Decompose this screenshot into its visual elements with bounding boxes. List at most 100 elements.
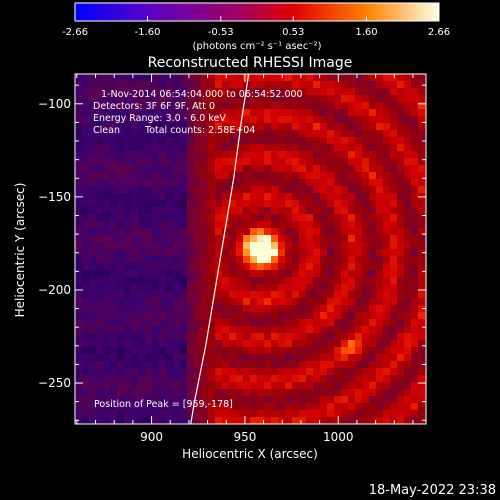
heatmap-pixel <box>257 221 265 229</box>
heatmap-pixel <box>404 193 412 201</box>
heatmap-pixel <box>418 270 426 278</box>
heatmap-pixel <box>264 361 272 369</box>
heatmap-pixel <box>222 130 230 138</box>
heatmap-pixel <box>306 368 314 376</box>
heatmap-pixel <box>173 249 181 257</box>
heatmap-pixel <box>250 207 258 215</box>
heatmap-pixel <box>257 326 265 334</box>
heatmap-pixel <box>348 389 356 397</box>
heatmap-pixel <box>369 228 377 236</box>
heatmap-pixel <box>418 368 426 376</box>
heatmap-pixel <box>257 389 265 397</box>
heatmap-pixel <box>271 158 279 166</box>
heatmap-pixel <box>110 298 118 306</box>
heatmap-pixel <box>159 333 167 341</box>
heatmap-pixel <box>264 347 272 355</box>
heatmap-pixel <box>96 144 104 152</box>
heatmap-pixel <box>103 235 111 243</box>
heatmap-pixel <box>306 263 314 271</box>
heatmap-pixel <box>145 179 153 187</box>
heatmap-pixel <box>278 410 286 418</box>
heatmap-pixel <box>117 417 125 424</box>
heatmap-pixel <box>96 193 104 201</box>
heatmap-pixel <box>418 389 426 397</box>
heatmap-pixel <box>362 109 370 117</box>
heatmap-pixel <box>145 347 153 355</box>
heatmap-pixel <box>173 165 181 173</box>
heatmap-pixel <box>355 298 363 306</box>
heatmap-pixel <box>215 319 223 327</box>
heatmap-pixel <box>75 284 83 292</box>
heatmap-pixel <box>299 228 307 236</box>
heatmap-pixel <box>229 151 237 159</box>
heatmap-pixel <box>264 326 272 334</box>
heatmap-pixel <box>411 81 419 89</box>
heatmap-pixel <box>376 186 384 194</box>
heatmap-pixel <box>229 172 237 180</box>
heatmap-pixel <box>306 375 314 383</box>
heatmap-pixel <box>264 375 272 383</box>
heatmap-pixel <box>299 277 307 285</box>
heatmap-pixel <box>418 130 426 138</box>
heatmap-pixel <box>236 319 244 327</box>
heatmap-pixel <box>131 242 139 250</box>
heatmap-pixel <box>250 172 258 180</box>
heatmap-pixel <box>320 305 328 313</box>
heatmap-pixel <box>313 403 321 411</box>
heatmap-pixel <box>222 102 230 110</box>
heatmap-pixel <box>362 193 370 201</box>
heatmap-pixel <box>117 396 125 404</box>
heatmap-pixel <box>278 235 286 243</box>
heatmap-pixel <box>355 410 363 418</box>
heatmap-pixel <box>264 179 272 187</box>
heatmap-pixel <box>299 109 307 117</box>
heatmap-pixel <box>313 284 321 292</box>
heatmap-pixel <box>96 214 104 222</box>
heatmap-pixel <box>103 186 111 194</box>
heatmap-pixel <box>278 361 286 369</box>
heatmap-pixel <box>194 368 202 376</box>
heatmap-pixel <box>138 389 146 397</box>
heatmap-pixel <box>75 95 83 103</box>
heatmap-pixel <box>187 319 195 327</box>
heatmap-pixel <box>75 270 83 278</box>
heatmap-pixel <box>82 130 90 138</box>
heatmap-pixel <box>187 284 195 292</box>
heatmap-pixel <box>411 228 419 236</box>
heatmap-pixel <box>96 340 104 348</box>
heatmap-pixel <box>103 396 111 404</box>
heatmap-pixel <box>152 298 160 306</box>
heatmap-pixel <box>257 88 265 96</box>
heatmap-pixel <box>222 410 230 418</box>
heatmap-pixel <box>397 151 405 159</box>
heatmap-pixel <box>110 116 118 124</box>
heatmap-pixel <box>362 277 370 285</box>
heatmap-pixel <box>292 417 300 424</box>
heatmap-pixel <box>180 354 188 362</box>
heatmap-pixel <box>173 312 181 320</box>
heatmap-pixel <box>243 389 251 397</box>
heatmap-pixel <box>376 417 384 424</box>
heatmap-pixel <box>145 263 153 271</box>
heatmap-pixel <box>376 340 384 348</box>
heatmap-pixel <box>208 137 216 145</box>
heatmap-pixel <box>194 109 202 117</box>
heatmap-pixel <box>110 403 118 411</box>
heatmap-pixel <box>285 172 293 180</box>
heatmap-pixel <box>278 116 286 124</box>
heatmap-pixel <box>159 410 167 418</box>
heatmap-pixel <box>355 284 363 292</box>
heatmap-pixel <box>103 116 111 124</box>
heatmap-pixel <box>376 221 384 229</box>
heatmap-pixel <box>138 375 146 383</box>
heatmap-pixel <box>194 354 202 362</box>
heatmap-pixel <box>138 284 146 292</box>
heatmap-pixel <box>355 340 363 348</box>
heatmap-pixel <box>404 354 412 362</box>
heatmap-pixel <box>285 375 293 383</box>
heatmap-pixel <box>278 340 286 348</box>
heatmap-pixel <box>376 382 384 390</box>
heatmap-pixel <box>229 312 237 320</box>
heatmap-pixel <box>271 137 279 145</box>
heatmap-pixel <box>187 116 195 124</box>
